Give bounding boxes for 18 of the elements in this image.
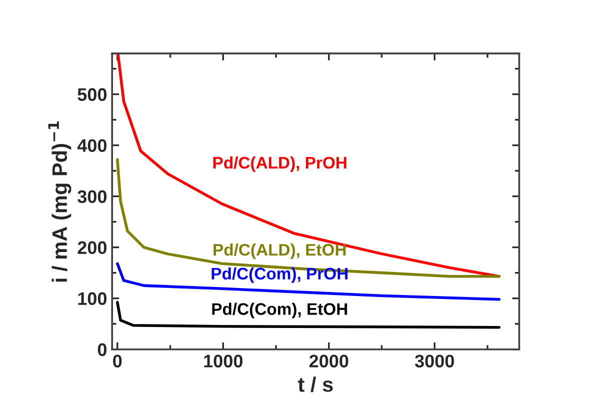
x-tick-label: 0 (113, 354, 122, 368)
x-axis-title: t / s (298, 376, 333, 392)
series-label: Pd/C(ALD), PrOH (213, 156, 346, 172)
y-tick-label: 400 (77, 139, 106, 152)
series-label: Pd/C(ALD), EtOH (214, 243, 346, 260)
x-tick-label: 2000 (309, 354, 348, 368)
y-tick-label: 100 (78, 292, 106, 306)
y-axis-title: i / mA (mg Pd)$^{−1}$ (48, 121, 72, 282)
y-tick-label: 200 (78, 241, 106, 254)
line-series (116, 301, 500, 329)
x-tick-label: 3000 (414, 354, 454, 368)
line-series (116, 262, 500, 301)
series-label: Pd/C(Com), EtOH (212, 302, 348, 318)
y-tick-label: 500 (78, 88, 106, 101)
y-tick-label: 300 (78, 190, 106, 204)
y-tick-label: 0 (98, 343, 106, 356)
series-label: Pd/C(Com), PrOH (212, 267, 348, 283)
x-tick-label: 1000 (204, 354, 242, 368)
